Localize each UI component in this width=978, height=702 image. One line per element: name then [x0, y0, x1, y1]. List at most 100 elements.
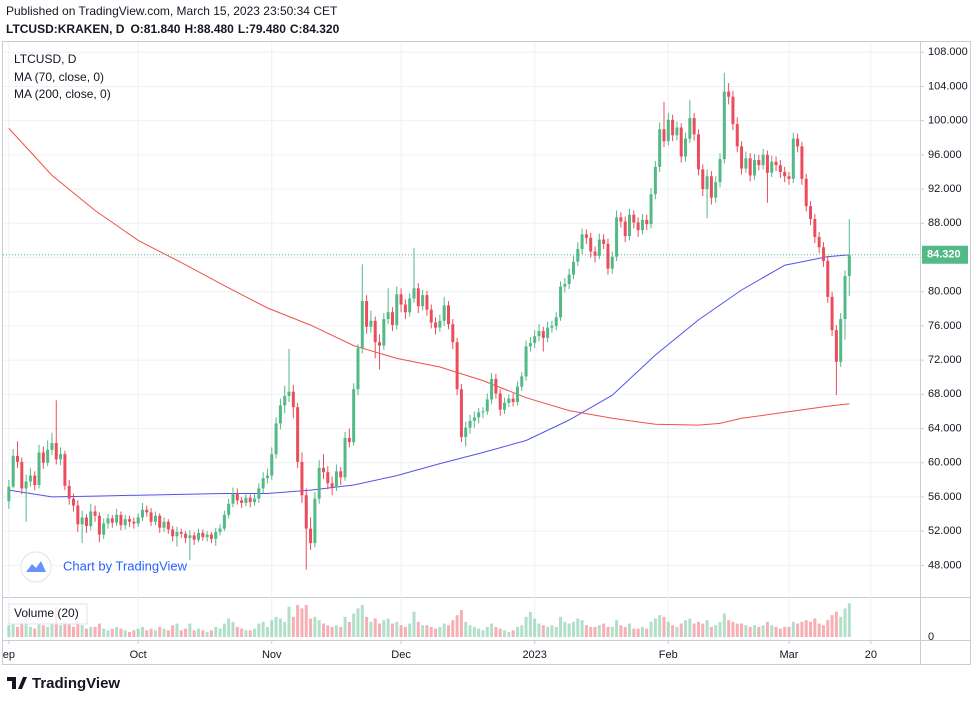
- candle-body: [533, 336, 537, 344]
- candle-body: [847, 254, 851, 276]
- candle-body: [821, 247, 825, 261]
- candle-body: [386, 312, 390, 320]
- volume-bar: [115, 626, 119, 637]
- candle-body: [541, 331, 545, 338]
- volume-label: Volume (20): [14, 606, 79, 620]
- volume-bar: [602, 623, 606, 637]
- footer-logo[interactable]: TradingView: [7, 675, 120, 692]
- volume-bar: [507, 631, 511, 637]
- symbol-line: LTCUSD:KRAKEN, D O:81.840 H:88.480 L:79.480…: [6, 22, 340, 36]
- volume-bar: [834, 611, 838, 637]
- candle-body: [253, 498, 257, 503]
- candle-body: [102, 523, 106, 535]
- volume-bar: [123, 630, 127, 637]
- candle-body: [369, 320, 373, 327]
- volume-bar: [778, 628, 782, 637]
- volume-bar: [472, 626, 476, 637]
- candle-body: [287, 391, 291, 397]
- candle-body: [412, 288, 416, 299]
- volume-bar: [89, 626, 93, 637]
- candle-body: [261, 478, 265, 489]
- volume-bar: [149, 628, 153, 637]
- x-tick-label: Feb: [659, 649, 678, 661]
- candle-body: [403, 304, 407, 313]
- candle-body: [597, 239, 601, 256]
- volume-bar: [46, 626, 50, 637]
- volume-bar: [632, 628, 636, 637]
- candle-body: [520, 376, 524, 387]
- candle-body: [360, 301, 364, 349]
- volume-bar: [291, 616, 295, 637]
- volume-bar: [67, 623, 71, 637]
- candle-body: [843, 275, 847, 320]
- volume-bar: [752, 625, 756, 637]
- volume-bar: [140, 626, 144, 637]
- candle-body: [770, 161, 774, 173]
- candle-body: [24, 481, 28, 489]
- candle-body: [140, 509, 144, 518]
- volume-bar: [571, 621, 575, 637]
- volume-bar: [347, 621, 351, 637]
- candle-body: [778, 165, 782, 172]
- volume-bar: [774, 626, 778, 637]
- candle-body: [709, 176, 713, 198]
- volume-bar: [464, 621, 468, 637]
- candle-body: [145, 509, 149, 513]
- volume-bar: [559, 616, 563, 637]
- y-tick-label: 72.000: [928, 354, 962, 366]
- volume-bar: [231, 621, 235, 637]
- volume-bar: [576, 618, 580, 637]
- candle-body: [580, 234, 584, 249]
- candle-body: [528, 343, 532, 347]
- volume-bar: [153, 630, 157, 637]
- candle-body: [214, 532, 218, 539]
- candle-body: [296, 407, 300, 462]
- y-tick-label: 56.000: [928, 491, 962, 503]
- candle-body: [171, 529, 175, 537]
- candle-body: [503, 402, 507, 410]
- candle-body: [270, 454, 274, 476]
- candle-body: [33, 475, 37, 485]
- candle-body: [619, 217, 623, 222]
- volume-bar: [455, 615, 459, 637]
- candle-body: [352, 389, 356, 443]
- volume-bar: [442, 623, 446, 637]
- volume-bar: [373, 618, 377, 637]
- volume-bar: [765, 621, 769, 637]
- volume-bar: [705, 620, 709, 637]
- volume-bar: [597, 625, 601, 637]
- volume-bar: [494, 626, 498, 637]
- axes: 48.000 52.000 56.000 60.000 64.000 68.000 72.0…: [3, 46, 968, 661]
- volume-bar: [748, 626, 752, 637]
- volume-bar: [511, 630, 515, 637]
- volume-bar: [201, 630, 205, 637]
- candle-body: [809, 206, 813, 220]
- volume-bar: [171, 625, 175, 637]
- candle-body: [313, 498, 317, 544]
- volume-bar: [468, 625, 472, 637]
- chart-title: LTCUSD, D: [14, 52, 77, 66]
- candle-body: [149, 512, 153, 522]
- volume-bar: [498, 628, 502, 637]
- candle-body: [757, 160, 761, 166]
- candle-body: [416, 288, 420, 307]
- volume-bar: [145, 630, 149, 637]
- legend-entry: MA (70, close, 0): [14, 70, 104, 84]
- candle-body: [421, 295, 425, 307]
- candle-body: [50, 443, 54, 450]
- y-tick-label: 76.000: [928, 320, 962, 332]
- candle-body: [76, 505, 80, 525]
- candle-body: [571, 261, 575, 275]
- watermark[interactable]: Chart by TradingView: [20, 551, 188, 583]
- candle-body: [584, 234, 588, 238]
- candle-body: [468, 420, 472, 428]
- candle-body: [184, 533, 188, 538]
- volume-bar: [839, 616, 843, 637]
- volume-bar: [709, 626, 713, 637]
- candle-body: [136, 517, 140, 524]
- candle-body: [511, 398, 515, 403]
- candle-body: [662, 129, 666, 142]
- candle-body: [774, 161, 778, 166]
- volume-bar: [425, 625, 429, 637]
